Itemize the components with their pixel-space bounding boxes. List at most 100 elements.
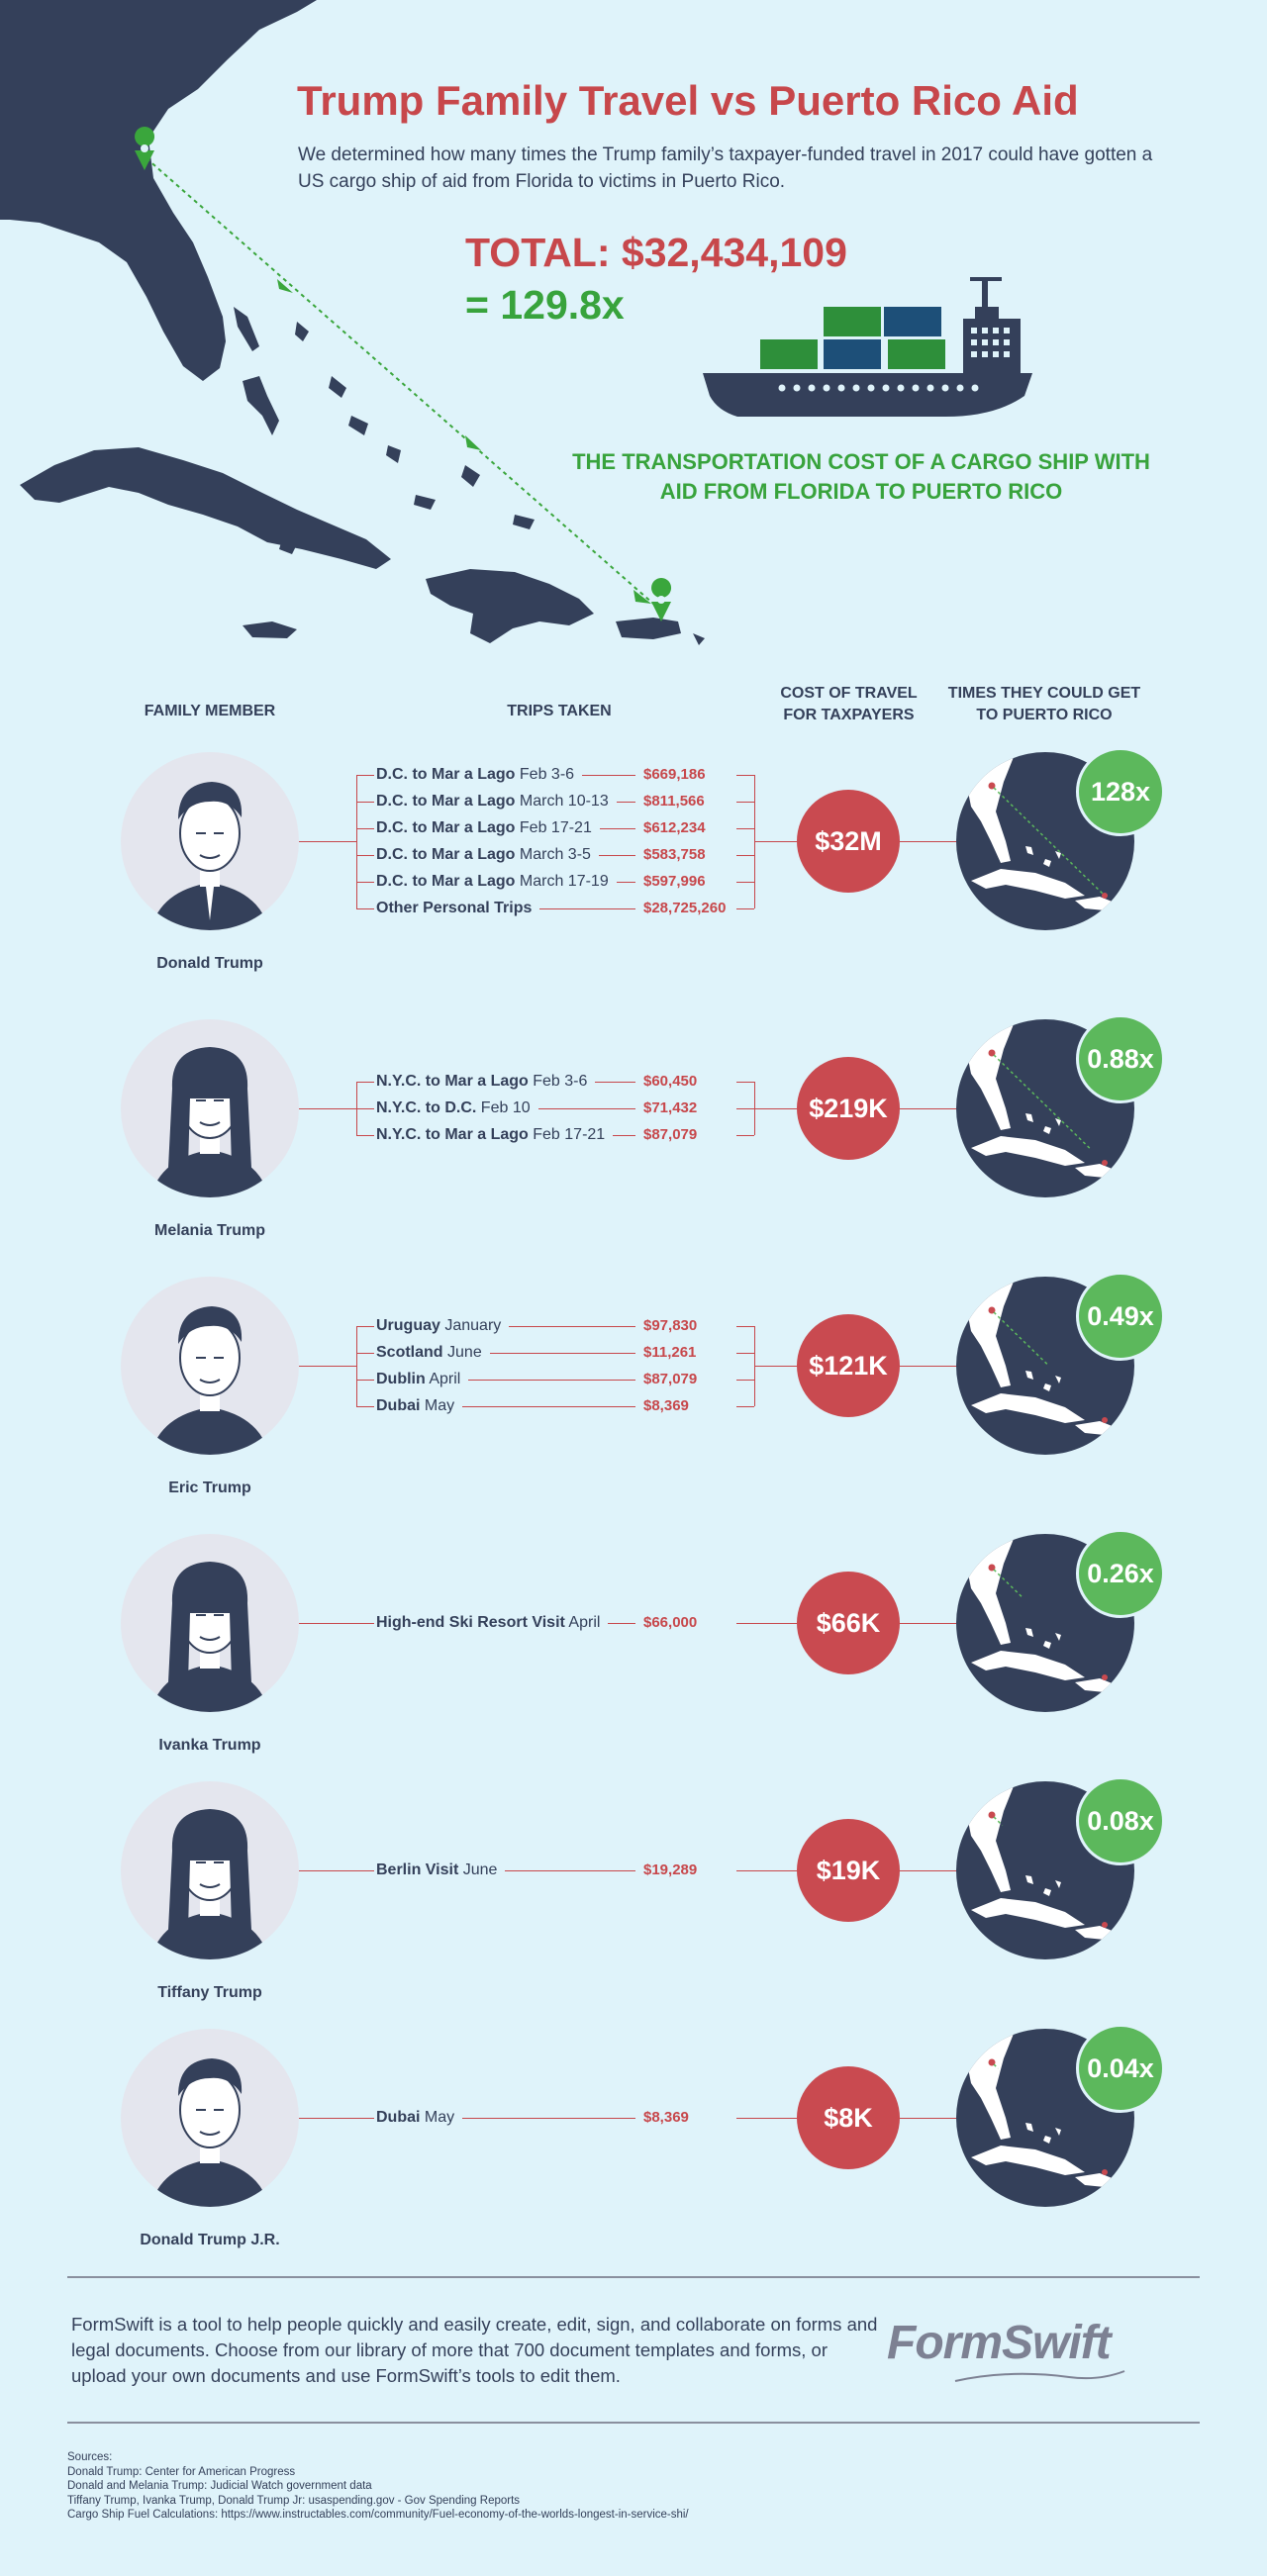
cost-badge: $66K [797, 1572, 900, 1674]
trip-place: Berlin Visit [376, 1861, 459, 1878]
trip-cost: $87,079 [643, 1370, 698, 1387]
connector-line [299, 841, 356, 842]
trip-cost: $8,369 [643, 1396, 689, 1414]
trip-place: High-end Ski Resort Visit [376, 1614, 565, 1631]
trip-line [582, 774, 635, 776]
bracket-stub [736, 1870, 754, 1871]
member-name: Ivanka Trump [158, 1737, 261, 1754]
member-portrait [121, 1019, 299, 1197]
portrait-illustration [150, 2058, 269, 2207]
trip-label: D.C. to Mar a Lago March 17-19 [376, 872, 609, 892]
trip-place: Uruguay [376, 1316, 440, 1334]
member-row: Donald Trump D.C. to Mar a Lago Feb 3-6 $6… [0, 742, 1267, 990]
bracket-stub [356, 881, 374, 883]
trip-line [617, 801, 635, 803]
bracket-stub [736, 907, 754, 909]
trip-label: High-end Ski Resort Visit April [376, 1613, 600, 1633]
trip-place: N.Y.C. to D.C. [376, 1099, 477, 1116]
trip-when: Feb 17-21 [533, 1126, 606, 1143]
member-row: Donald Trump J.R. Dubai May $8,369 $8K 0.04x [0, 2019, 1267, 2266]
sources-title: Sources: [67, 2451, 113, 2463]
trip-cost: $597,996 [643, 872, 706, 890]
trip-cost: $811,566 [643, 792, 705, 810]
bracket-left [356, 774, 357, 908]
bracket-stub [736, 1135, 754, 1136]
trip-when: Feb 10 [480, 1099, 531, 1116]
trip-place: Dublin [376, 1370, 426, 1387]
trip-label: N.Y.C. to Mar a Lago Feb 3-6 [376, 1072, 587, 1092]
bracket-stub [356, 1108, 374, 1109]
bracket-stub [736, 881, 754, 883]
bracket-stub [736, 801, 754, 803]
trip-line [595, 1082, 635, 1083]
trip-line [509, 1325, 635, 1327]
footer-divider-bottom [67, 2422, 1200, 2424]
cost-badge: $19K [797, 1819, 900, 1922]
member-name: Donald Trump [156, 955, 263, 972]
bracket-stub [736, 1108, 754, 1109]
trip-when: March 10-13 [519, 792, 609, 810]
member-portrait [121, 1781, 299, 1959]
bracket-stub [356, 1379, 374, 1381]
trip-place: D.C. to Mar a Lago [376, 765, 516, 783]
trip-label: Scotland June [376, 1343, 482, 1363]
page-title: Trump Family Travel vs Puerto Rico Aid [297, 77, 1079, 124]
destination-globe [956, 1534, 1134, 1712]
portrait-illustration [150, 782, 269, 930]
trip-place: Dubai [376, 1396, 421, 1414]
source-line: Tiffany Trump, Ivanka Trump, Donald Trum… [67, 2494, 521, 2507]
trip-when: Feb 3-6 [533, 1073, 588, 1090]
trip-line [608, 1623, 635, 1624]
trip-cost: $28,725,260 [643, 899, 727, 916]
portrait-illustration [150, 1306, 269, 1455]
connector-line [754, 1870, 797, 1871]
trip-when: March 17-19 [519, 872, 609, 890]
trip-place: D.C. to Mar a Lago [376, 792, 516, 810]
bracket-stub [736, 1405, 754, 1407]
trip-line [617, 881, 635, 883]
member-portrait [121, 752, 299, 930]
times-badge: 0.08x [1076, 1776, 1165, 1865]
formswift-logo[interactable]: FormSwift [887, 2317, 1112, 2369]
bracket-stub [356, 1352, 374, 1354]
trip-place: Dubai [376, 2109, 421, 2126]
bracket-stub [736, 1082, 754, 1083]
trip-label: N.Y.C. to Mar a Lago Feb 17-21 [376, 1125, 605, 1145]
trip-line [468, 1379, 635, 1381]
source-line: Donald and Melania Trump: Judicial Watch… [67, 2480, 372, 2492]
connector-line [900, 841, 956, 842]
trip-line [505, 1870, 635, 1871]
footer-divider-top [67, 2276, 1200, 2278]
times-badge: 0.49x [1076, 1272, 1165, 1361]
times-badge: 0.04x [1076, 2024, 1165, 2113]
connector-line [299, 2118, 356, 2119]
bracket-stub [356, 1870, 374, 1871]
bracket-stub [356, 1135, 374, 1136]
member-name: Tiffany Trump [157, 1984, 262, 2001]
portrait-illustration [150, 1562, 269, 1712]
trip-cost: $8,369 [643, 2109, 689, 2126]
member-name: Donald Trump J.R. [140, 2232, 280, 2248]
trip-when: March 3-5 [519, 845, 591, 863]
trip-cost: $71,432 [643, 1099, 698, 1116]
member-portrait [121, 2029, 299, 2207]
bracket-stub [736, 827, 754, 829]
bracket-stub [736, 1379, 754, 1381]
bracket-stub [356, 1623, 374, 1624]
portrait-illustration [150, 1047, 269, 1197]
connector-line [900, 1108, 956, 1109]
trip-line [490, 1352, 635, 1354]
bracket-stub [736, 1623, 754, 1624]
ship-caption: THE TRANSPORTATION COST OF A CARGO SHIP … [572, 449, 1150, 504]
column-trips-taken: TRIPS TAKEN [507, 703, 612, 719]
cost-badge: $121K [797, 1314, 900, 1417]
trip-line [539, 907, 635, 909]
trip-when: Feb 3-6 [519, 765, 575, 783]
trip-when: May [424, 1396, 455, 1414]
trip-place: N.Y.C. to Mar a Lago [376, 1126, 529, 1143]
member-row: Eric Trump Uruguay January $97,830 Scotland… [0, 1267, 1267, 1514]
member-row: Melania Trump N.Y.C. to Mar a Lago Feb 3-… [0, 1009, 1267, 1257]
trip-label: Dublin April [376, 1370, 460, 1389]
member-portrait [121, 1534, 299, 1712]
connector-line [754, 1623, 797, 1624]
